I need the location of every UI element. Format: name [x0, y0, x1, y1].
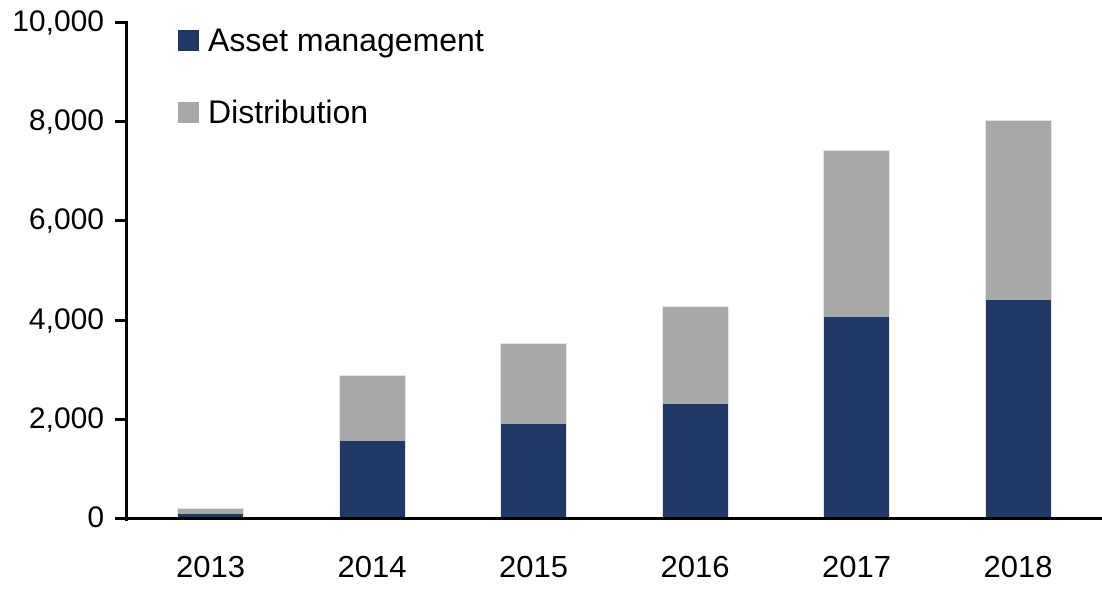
bar-2013: [177, 507, 244, 520]
x-axis-label: 2016: [660, 549, 730, 584]
y-axis-line: [125, 21, 128, 521]
bar-2018: [984, 120, 1052, 519]
y-axis-tick: [115, 120, 125, 124]
y-axis-tick-label: 0: [87, 501, 104, 534]
bar-segment-distribution: [178, 508, 243, 514]
y-axis-tick-label: 6,000: [28, 203, 104, 237]
x-axis-label: 2018: [983, 549, 1053, 584]
bar-segment-distribution: [501, 344, 566, 424]
y-axis-tick-label: 8,000: [28, 104, 104, 138]
bar-segment-asset-management: [501, 423, 566, 518]
x-axis-label: 2014: [337, 549, 407, 584]
bar-2015: [500, 343, 567, 519]
legend-swatch-icon: [178, 29, 199, 51]
legend-item-asset-management: Asset management: [178, 21, 484, 59]
legend-label: Distribution: [208, 94, 369, 130]
bar-segment-distribution: [824, 150, 889, 318]
bar-segment-asset-management: [339, 441, 405, 518]
y-axis-tick-label: 10,000: [12, 5, 104, 38]
bar-segment-distribution: [662, 307, 728, 404]
x-axis-line: [125, 517, 1102, 520]
legend-label: Asset management: [208, 22, 484, 58]
bar-2014: [338, 375, 406, 519]
bar-segment-distribution: [339, 376, 405, 442]
legend-item-distribution: Distribution: [178, 93, 368, 131]
x-axis-label: 2015: [499, 549, 568, 584]
bar-segment-asset-management: [985, 299, 1051, 518]
bar-2017: [823, 149, 890, 519]
bar-segment-asset-management: [178, 513, 243, 518]
bar-segment-asset-management: [824, 317, 889, 518]
x-axis-label: 2017: [822, 549, 891, 584]
y-axis-tick-label: 4,000: [28, 302, 104, 336]
y-axis-tick-label: 2,000: [28, 401, 104, 435]
y-axis-tick: [115, 219, 125, 223]
legend-swatch-icon: [178, 101, 199, 123]
y-axis-tick: [115, 417, 125, 421]
bar-segment-distribution: [985, 121, 1051, 300]
bar-2016: [661, 306, 729, 519]
x-axis-label: 2013: [176, 549, 245, 584]
y-axis-tick: [115, 517, 125, 520]
y-axis-tick: [115, 21, 125, 24]
y-axis-tick: [115, 318, 125, 322]
bar-segment-asset-management: [662, 403, 728, 518]
